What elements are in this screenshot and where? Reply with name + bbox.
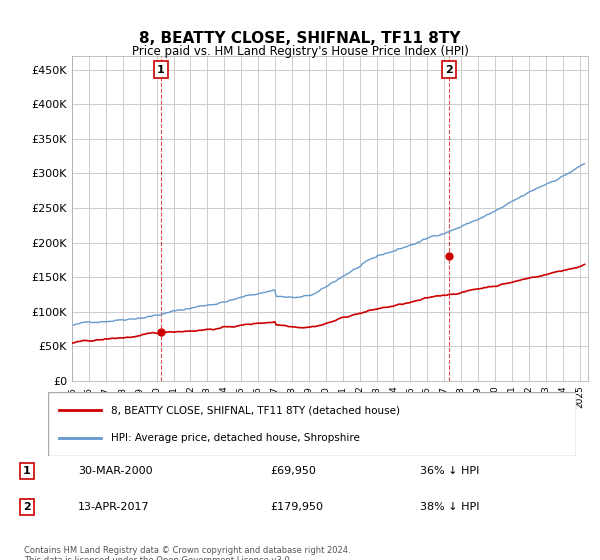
Text: 1: 1	[23, 466, 31, 476]
Text: 2: 2	[23, 502, 31, 512]
Text: 38% ↓ HPI: 38% ↓ HPI	[420, 502, 479, 512]
Text: HPI: Average price, detached house, Shropshire: HPI: Average price, detached house, Shro…	[112, 433, 360, 444]
Text: 36% ↓ HPI: 36% ↓ HPI	[420, 466, 479, 476]
Text: £69,950: £69,950	[270, 466, 316, 476]
Text: Price paid vs. HM Land Registry's House Price Index (HPI): Price paid vs. HM Land Registry's House …	[131, 45, 469, 58]
Text: 13-APR-2017: 13-APR-2017	[78, 502, 149, 512]
Text: 2: 2	[445, 65, 453, 75]
Text: Contains HM Land Registry data © Crown copyright and database right 2024.
This d: Contains HM Land Registry data © Crown c…	[24, 546, 350, 560]
FancyBboxPatch shape	[48, 392, 576, 456]
Text: 1: 1	[157, 65, 164, 75]
Text: 8, BEATTY CLOSE, SHIFNAL, TF11 8TY (detached house): 8, BEATTY CLOSE, SHIFNAL, TF11 8TY (deta…	[112, 405, 400, 415]
Text: £179,950: £179,950	[270, 502, 323, 512]
Text: 30-MAR-2000: 30-MAR-2000	[78, 466, 152, 476]
Text: 8, BEATTY CLOSE, SHIFNAL, TF11 8TY: 8, BEATTY CLOSE, SHIFNAL, TF11 8TY	[139, 31, 461, 46]
